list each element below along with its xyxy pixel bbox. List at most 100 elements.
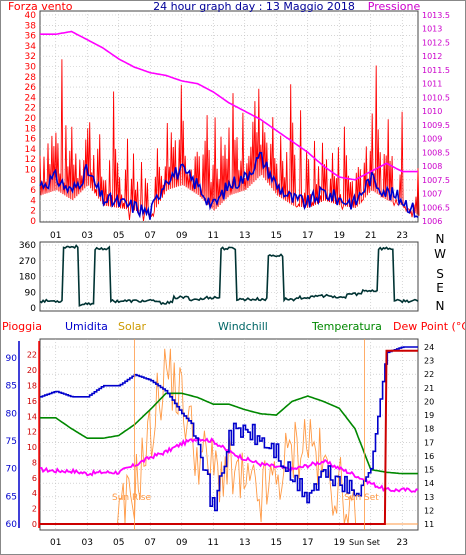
top-right-tick-label: 1011 [422, 80, 442, 89]
bottom-humidity-tick-label: 90 [6, 354, 18, 364]
bottom-hour-label: 15 [271, 538, 282, 548]
top-right-tick-label: 1013 [422, 25, 442, 34]
bottom-rain-tick-label: 4 [32, 489, 37, 498]
wind-average-line [39, 151, 419, 220]
direction-compass-label: N [436, 232, 445, 246]
bottom-rain-tick-label: 10 [27, 443, 37, 452]
dewpoint-legend-label: Dew Point (°C) [393, 320, 466, 333]
bottom-hour-label: 23 [397, 538, 408, 548]
bottom-temp-tick-label: 11 [424, 520, 434, 529]
top-left-tick-label: 24 [25, 93, 37, 103]
top-left-tick-label: 22 [25, 104, 36, 114]
direction-left-tick-label: 270 [19, 257, 36, 267]
top-left-tick-label: 12 [25, 155, 36, 165]
bottom-temp-tick-label: 17 [424, 438, 434, 447]
bottom-hour-label: 07 [145, 538, 156, 548]
top-left-tick-label: 36 [25, 32, 37, 42]
top-hour-label: 07 [145, 231, 156, 241]
bottom-rain-tick-label: 8 [32, 458, 37, 467]
top-right-tick-label: 1008 [422, 162, 442, 171]
top-right-tick-label: 1006 [422, 217, 442, 226]
top-hour-label: 21 [365, 231, 376, 241]
bottom-temp-tick-label: 16 [424, 452, 434, 461]
top-left-tick-label: 26 [25, 83, 37, 93]
top-hour-label: 13 [239, 231, 250, 241]
bottom-hour-label: 11 [208, 538, 219, 548]
bottom-temp-tick-label: 24 [424, 343, 434, 352]
bottom-hour-label: 03 [82, 538, 93, 548]
top-chart-title: 24 hour graph day : 13 Maggio 2018 [153, 0, 355, 13]
dewpoint-line [39, 437, 419, 493]
top-left-tick-label: 14 [25, 145, 37, 155]
direction-compass-label: E [436, 281, 444, 295]
direction-left-tick-label: 360 [19, 241, 36, 251]
bottom-temp-tick-label: 22 [424, 370, 434, 379]
bottom-humidity-tick-label: 70 [6, 465, 18, 475]
bottom-rain-tick-label: 6 [32, 474, 37, 483]
top-left-tick-label: 40 [25, 11, 37, 21]
top-left-tick-label: 34 [25, 42, 37, 52]
top-right-axis-label: Pressione [368, 0, 421, 13]
top-left-tick-label: 4 [30, 196, 36, 206]
top-hour-label: 05 [113, 231, 124, 241]
bottom-rain-tick-label: 18 [27, 381, 37, 390]
top-right-tick-label: 1013.5 [422, 11, 450, 20]
top-left-tick-label: 38 [25, 21, 37, 31]
top-left-tick-label: 28 [25, 73, 37, 83]
top-left-tick-label: 16 [25, 135, 37, 145]
top-hour-label: 03 [82, 231, 93, 241]
top-left-axis-label: Forza vento [8, 0, 73, 13]
direction-left-tick-label: 90 [25, 288, 37, 298]
bottom-rain-tick-label: 0 [32, 520, 37, 529]
bottom-temp-tick-label: 18 [424, 425, 434, 434]
top-hour-label: 23 [397, 231, 408, 241]
bottom-rain-tick-label: 2 [32, 505, 37, 514]
top-right-tick-label: 1010 [422, 107, 442, 116]
solar-legend-label: Solar [118, 320, 147, 333]
top-right-tick-label: 1009 [422, 135, 442, 144]
bottom-rain-tick-label: 14 [27, 412, 37, 421]
top-right-tick-label: 1007.5 [422, 176, 450, 185]
bottom-humidity-tick-label: 65 [6, 492, 17, 502]
bottom-hour-label: 01 [50, 538, 61, 548]
bottom-hour-label: 19 [334, 538, 346, 548]
bottom-rain-tick-label: 12 [27, 428, 37, 437]
temperature-line [40, 392, 418, 475]
bottom-rain-tick-label: 16 [27, 397, 37, 406]
bottom-hour-label: 09 [176, 538, 188, 548]
top-hour-label: 17 [302, 231, 313, 241]
top-right-tick-label: 1006.5 [422, 203, 450, 212]
humidity-legend-label: Umidita [65, 320, 108, 333]
humidity-line [40, 346, 418, 512]
top-right-tick-label: 1008.5 [422, 148, 450, 157]
bottom-temp-tick-label: 14 [424, 479, 434, 488]
bottom-rain-tick-label: 22 [27, 351, 37, 360]
rain-legend-label: Pioggia [2, 320, 42, 333]
bottom-temp-tick-label: 15 [424, 466, 434, 475]
bottom-temp-tick-label: 21 [424, 384, 434, 393]
direction-compass-label: S [436, 267, 444, 281]
top-right-tick-label: 1009.5 [422, 121, 450, 130]
direction-left-tick-label: 0 [30, 304, 36, 314]
bottom-rain-tick-label: 20 [27, 366, 37, 375]
bottom-hour-label: 05 [113, 538, 124, 548]
bottom-humidity-tick-label: 75 [6, 437, 17, 447]
top-hour-label: 11 [208, 231, 219, 241]
temperature-legend-label: Temperatura [311, 320, 382, 333]
bottom-sunset-axis-label: Sun Set [349, 538, 380, 547]
top-right-tick-label: 1011.5 [422, 66, 450, 75]
top-hour-label: 19 [334, 231, 346, 241]
top-left-tick-label: 0 [30, 217, 36, 227]
rain-line [40, 349, 418, 525]
windchill-legend-label: Windchill [218, 320, 268, 333]
bottom-hour-label: 13 [239, 538, 250, 548]
top-left-tick-label: 6 [30, 186, 36, 196]
top-left-tick-label: 30 [25, 63, 37, 73]
bottom-temp-tick-label: 13 [424, 493, 434, 502]
top-hour-label: 09 [176, 231, 188, 241]
direction-compass-label: W [434, 247, 446, 261]
top-left-tick-label: 2 [30, 207, 36, 217]
top-hour-label: 01 [50, 231, 61, 241]
